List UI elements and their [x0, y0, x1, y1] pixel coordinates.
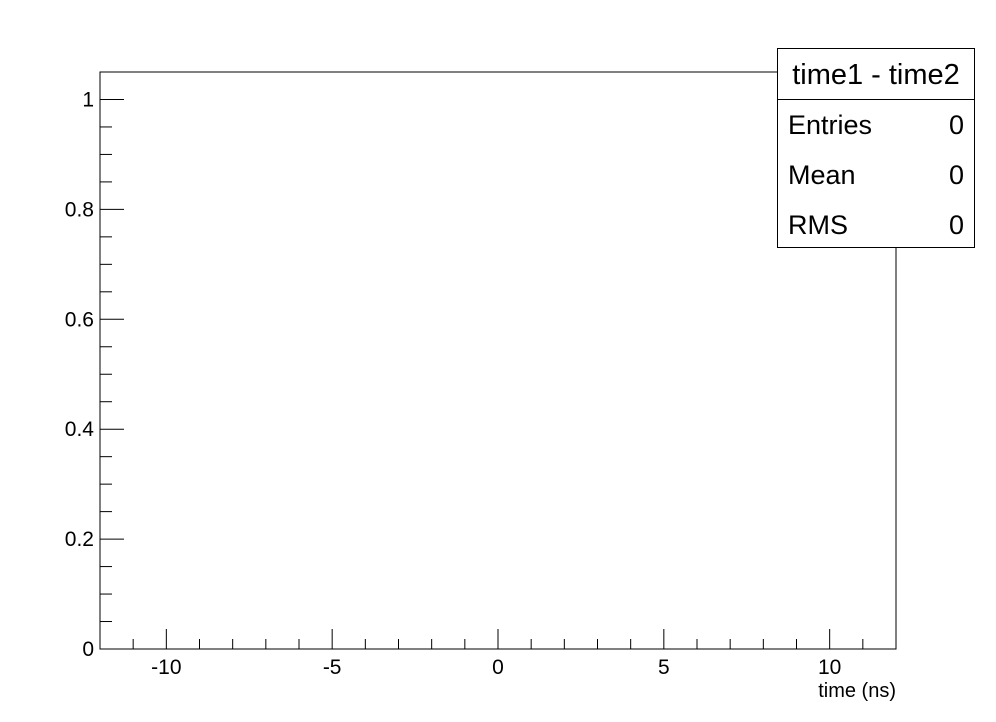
x-tick-label: -5	[323, 656, 342, 679]
x-tick-label: 5	[658, 656, 670, 679]
x-axis: -10 -5 0 5 10	[99, 629, 897, 679]
y-tick-label: 0.6	[65, 308, 94, 331]
y-axis: 0 0.2 0.4 0.6 0.8 1	[65, 71, 124, 661]
stats-row-rms: RMS 0	[778, 200, 974, 250]
stats-box: time1 - time2 Entries 0 Mean 0 RMS 0	[777, 48, 975, 248]
y-tick-label: 0.4	[65, 418, 95, 441]
stats-title: time1 - time2	[778, 49, 974, 100]
y-tick-label: 1	[82, 88, 94, 111]
x-tick-label: 10	[818, 656, 841, 679]
stats-label: Entries	[788, 110, 873, 140]
x-axis-label: time (ns)	[818, 680, 896, 702]
stats-value: 0	[948, 110, 964, 140]
stats-value: 0	[948, 210, 964, 240]
stats-row-mean: Mean 0	[778, 150, 974, 200]
stats-label: Mean	[788, 160, 856, 190]
x-tick-label: -10	[151, 656, 181, 679]
stats-row-entries: Entries 0	[778, 100, 974, 150]
stats-value: 0	[948, 160, 964, 190]
stats-label: RMS	[788, 210, 848, 240]
y-tick-label: 0.8	[65, 198, 94, 221]
y-tick-label: 0.2	[65, 528, 94, 551]
x-tick-label: 0	[492, 656, 504, 679]
y-tick-label: 0	[82, 638, 94, 661]
